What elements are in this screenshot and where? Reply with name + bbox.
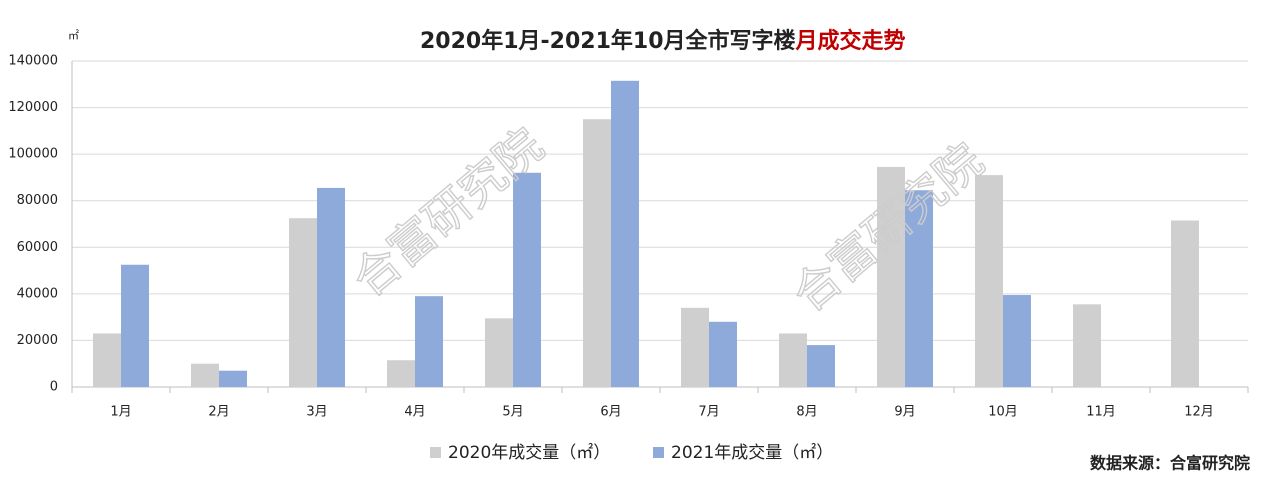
- bar: [219, 370, 247, 387]
- bar: [289, 218, 317, 387]
- y-tick-label: 100000: [8, 147, 58, 162]
- x-tick-label: 2月: [208, 405, 229, 420]
- x-tick-label: 8月: [796, 405, 817, 420]
- legend-swatch: [430, 447, 441, 458]
- bar: [709, 321, 737, 387]
- legend-label: 2020年成交量（㎡）: [448, 443, 610, 463]
- x-tick-label: 3月: [306, 405, 327, 420]
- y-tick-label: 40000: [17, 286, 58, 301]
- bar: [975, 175, 1003, 387]
- y-tick-label: 0: [50, 380, 58, 395]
- x-tick-label: 6月: [600, 405, 621, 420]
- x-tick-label: 12月: [1184, 405, 1214, 420]
- y-unit: ㎡: [68, 29, 79, 42]
- x-tick-label: 1月: [110, 405, 131, 420]
- x-tick-label: 7月: [698, 405, 719, 420]
- y-tick-label: 80000: [17, 193, 58, 208]
- x-tick-label: 10月: [988, 405, 1018, 420]
- bar: [681, 307, 709, 387]
- y-tick-label: 140000: [8, 54, 58, 69]
- bar: [513, 172, 541, 387]
- bar: [1073, 304, 1101, 387]
- legend-swatch: [653, 447, 664, 458]
- x-tick-label: 9月: [894, 405, 915, 420]
- bar: [485, 318, 513, 387]
- bar: [1003, 295, 1031, 387]
- chart-title-emphasis: 月成交走势: [795, 28, 906, 54]
- bar: [1171, 220, 1199, 387]
- y-tick-label: 60000: [17, 240, 58, 255]
- chart-title: 2020年1月-2021年10月全市写字楼: [420, 28, 796, 54]
- bar: [191, 363, 219, 387]
- bar: [317, 187, 345, 387]
- bar: [779, 333, 807, 387]
- y-tick-label: 20000: [17, 333, 58, 348]
- x-tick-label: 4月: [404, 405, 425, 420]
- bar: [583, 119, 611, 387]
- x-tick-label: 11月: [1086, 405, 1116, 420]
- x-tick-label: 5月: [502, 405, 523, 420]
- bar: [611, 80, 639, 388]
- y-tick-label: 120000: [8, 100, 58, 115]
- bar: [121, 264, 149, 387]
- bar: [905, 190, 933, 387]
- source-note: 数据来源：合富研究院: [1090, 454, 1250, 473]
- legend-label: 2021年成交量（㎡）: [671, 443, 833, 463]
- bar: [387, 360, 415, 387]
- bar: [877, 166, 905, 387]
- bar: [415, 296, 443, 387]
- bar: [93, 333, 121, 387]
- bar: [807, 345, 835, 387]
